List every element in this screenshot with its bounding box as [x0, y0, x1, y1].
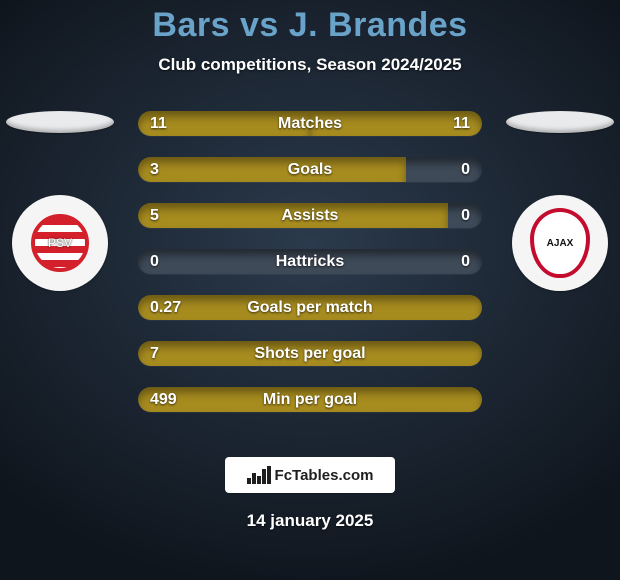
ajax-badge-icon: AJAX: [530, 208, 590, 278]
stat-row: 7Shots per goal: [138, 341, 482, 366]
left-player-placeholder: [6, 111, 114, 133]
stat-bar-left: [138, 203, 448, 228]
right-club-badge: AJAX: [512, 195, 608, 291]
stat-label: Hattricks: [138, 249, 482, 274]
left-player-column: PSV: [0, 111, 120, 291]
stat-value-right: 0: [461, 157, 470, 182]
right-player-placeholder: [506, 111, 614, 133]
comparison-area: PSV AJAX 1111Matches30Goals50Assists00Ha…: [0, 111, 620, 431]
title-vs: vs: [240, 6, 279, 44]
left-club-badge: PSV: [12, 195, 108, 291]
title-left: Bars: [152, 6, 230, 44]
date: 14 january 2025: [0, 511, 620, 531]
content-root: Bars vs J. Brandes Club competitions, Se…: [0, 0, 620, 580]
stat-value-right: 0: [461, 249, 470, 274]
right-club-abbrev: AJAX: [547, 238, 574, 249]
bar-chart-icon: [247, 466, 269, 484]
page-title: Bars vs J. Brandes: [0, 0, 620, 45]
stat-bars: 1111Matches30Goals50Assists00Hattricks0.…: [138, 111, 482, 412]
subtitle: Club competitions, Season 2024/2025: [0, 55, 620, 75]
stat-row: 0 0Hattricks: [138, 249, 482, 274]
title-right: J. Brandes: [289, 6, 468, 44]
left-club-abbrev: PSV: [48, 236, 72, 250]
stat-row: 1111Matches: [138, 111, 482, 136]
right-player-column: AJAX: [500, 111, 620, 291]
stat-value-left: 0: [150, 249, 159, 274]
stat-bar-left: [138, 341, 482, 366]
stat-row: 499Min per goal: [138, 387, 482, 412]
footer-logo-text: FcTables.com: [275, 467, 374, 484]
stat-bar-left: [138, 387, 482, 412]
stat-value-right: 0: [461, 203, 470, 228]
stat-bar-left: [138, 111, 310, 136]
stat-row: 50Assists: [138, 203, 482, 228]
stat-bar-left: [138, 157, 406, 182]
psv-badge-icon: PSV: [31, 214, 89, 272]
stat-bar-left: [138, 295, 482, 320]
stat-bar-right: [310, 111, 482, 136]
stat-row: 30Goals: [138, 157, 482, 182]
stat-row: 0.27Goals per match: [138, 295, 482, 320]
footer-logo: FcTables.com: [225, 457, 395, 493]
